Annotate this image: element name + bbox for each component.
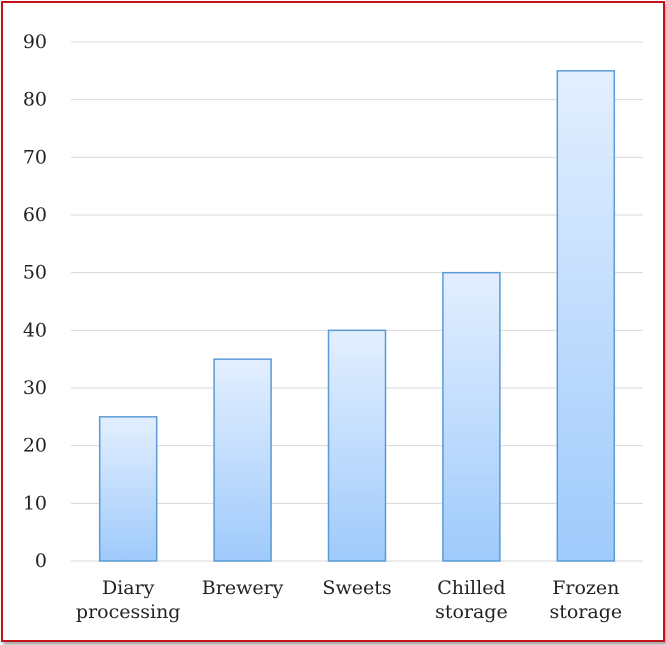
x-category-label-line: storage (435, 601, 508, 623)
x-category-label-line: Frozen (552, 577, 619, 599)
x-category-label-line: Brewery (202, 577, 284, 599)
bar (213, 358, 272, 562)
y-tick-label: 90 (23, 31, 47, 53)
x-category-label: Sweets (322, 577, 391, 599)
bar (556, 70, 616, 562)
bar (442, 271, 501, 562)
x-category-label-line: storage (549, 601, 622, 623)
bar (327, 329, 387, 562)
y-tick-label: 70 (23, 146, 47, 168)
x-category-label-line: Diary (102, 577, 155, 599)
y-axis-tick-labels: 0 10 20 30 40 50 60 70 80 90 (23, 31, 47, 572)
bar (98, 416, 158, 562)
x-category-label-line: Sweets (322, 577, 391, 599)
y-tick-label: 20 (23, 435, 47, 457)
bars (98, 70, 616, 562)
x-category-label: Brewery (202, 577, 284, 599)
x-category-label: Diary processing (76, 577, 181, 623)
y-tick-label: 0 (35, 550, 47, 572)
y-tick-label: 10 (23, 492, 47, 514)
x-category-label-line: processing (76, 601, 181, 623)
y-tick-label: 50 (23, 262, 47, 284)
x-category-label-line: Chilled (437, 577, 505, 599)
y-tick-label: 60 (23, 204, 47, 226)
y-tick-label: 30 (23, 377, 47, 399)
bar-chart: 0 10 20 30 40 50 60 70 80 90 Diary processing Brewe… (23, 31, 643, 623)
x-category-label: Chilled storage (435, 577, 508, 623)
x-category-label: Frozen storage (549, 577, 622, 623)
y-tick-label: 80 (23, 89, 47, 111)
y-tick-label: 40 (23, 319, 47, 341)
